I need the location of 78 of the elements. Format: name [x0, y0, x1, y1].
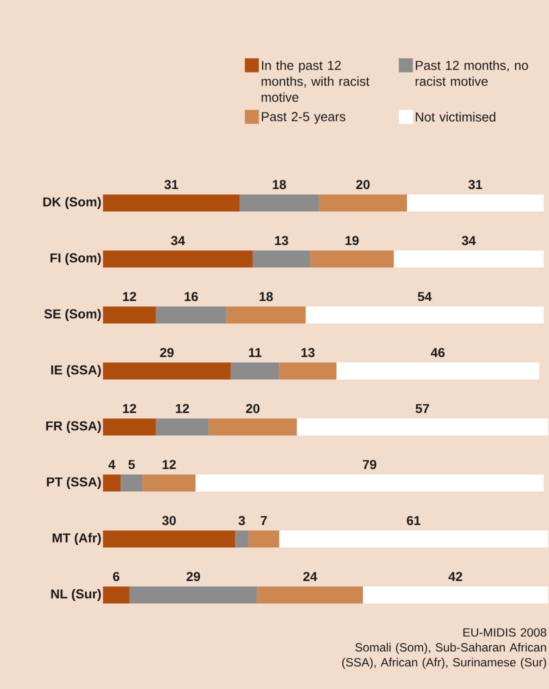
data-label: 13 [275, 236, 288, 246]
data-label: 5 [128, 460, 135, 470]
bar [296, 418, 548, 436]
y-tick-label: NL (Sur) [51, 588, 101, 602]
bar [407, 194, 544, 212]
text: Somali (Som), Sub-Saharan African (SSA), African (Afr), Surinamese (Sur) [342, 642, 546, 669]
bar [129, 586, 258, 604]
data-label: 54 [418, 292, 432, 302]
bar [103, 530, 236, 548]
bar [240, 194, 319, 212]
bar [103, 250, 253, 268]
data-label: 12 [123, 292, 136, 302]
bar [362, 586, 548, 604]
data-label: 11 [248, 348, 262, 358]
y-tick-label: DK (Som) [43, 196, 101, 210]
bar [120, 474, 143, 492]
bar [279, 362, 337, 380]
data-label: 12 [176, 404, 189, 413]
legend-label: Not victimised [416, 112, 496, 122]
data-label: 30 [162, 516, 176, 526]
bar [156, 306, 226, 324]
data-label: 29 [160, 348, 174, 358]
data-label: 34 [462, 236, 476, 246]
data-label: 18 [260, 292, 273, 302]
data-label: 13 [301, 348, 315, 358]
data-label: 29 [186, 572, 200, 582]
data-label: 19 [346, 236, 359, 246]
data-label: 3 [238, 516, 245, 526]
bar [103, 418, 156, 436]
data-label: 4 [108, 460, 116, 469]
data-label: 46 [430, 348, 445, 358]
text: EU-MIDIS 2008 [463, 628, 546, 637]
y-tick-label: MT (Afr) [52, 532, 101, 546]
bar [230, 362, 280, 380]
bar [248, 530, 280, 548]
bar [252, 250, 310, 268]
data-label: 34 [170, 236, 186, 246]
legend-label: In the past 12 months, with racist motive [262, 60, 370, 102]
bar [226, 306, 306, 324]
bar [103, 586, 130, 604]
data-label: 12 [162, 460, 176, 469]
bar [103, 194, 240, 212]
bar [257, 586, 363, 604]
data-label: 6 [113, 572, 120, 582]
bar [196, 474, 544, 492]
data-label: 24 [303, 572, 318, 581]
data-label: 42 [448, 572, 462, 581]
bar [103, 474, 121, 492]
data-label: 79 [362, 460, 376, 470]
y-tick-label: PT (SSA) [46, 476, 101, 490]
bar [103, 362, 231, 380]
bar [235, 530, 248, 548]
bar [306, 306, 544, 324]
data-label: 20 [356, 180, 370, 190]
y-tick-label: SE (Som) [44, 308, 101, 322]
data-label: 57 [416, 404, 430, 414]
y-tick-label: FR (SSA) [46, 420, 101, 434]
data-label: 31 [468, 180, 482, 190]
data-label: 31 [164, 180, 178, 190]
data-label: 12 [123, 404, 136, 413]
bar [142, 474, 196, 492]
data-label: 61 [406, 516, 420, 526]
bar [208, 418, 297, 436]
bar [279, 530, 548, 548]
bar [336, 362, 540, 380]
data-label: 18 [272, 180, 286, 190]
data-label: 16 [184, 292, 198, 302]
bar [156, 418, 209, 436]
bar [103, 306, 156, 324]
legend-label: Past 12 months, no racist motive [416, 60, 528, 86]
bar [318, 194, 408, 212]
bar [394, 250, 544, 268]
bar [310, 250, 394, 268]
legend-label: Past 2-5 years [262, 112, 346, 124]
y-tick-label: FI (Som) [50, 252, 101, 266]
y-tick-label: IE (SSA) [51, 364, 101, 378]
data-label: 7 [260, 516, 267, 525]
data-label: 20 [246, 404, 260, 414]
